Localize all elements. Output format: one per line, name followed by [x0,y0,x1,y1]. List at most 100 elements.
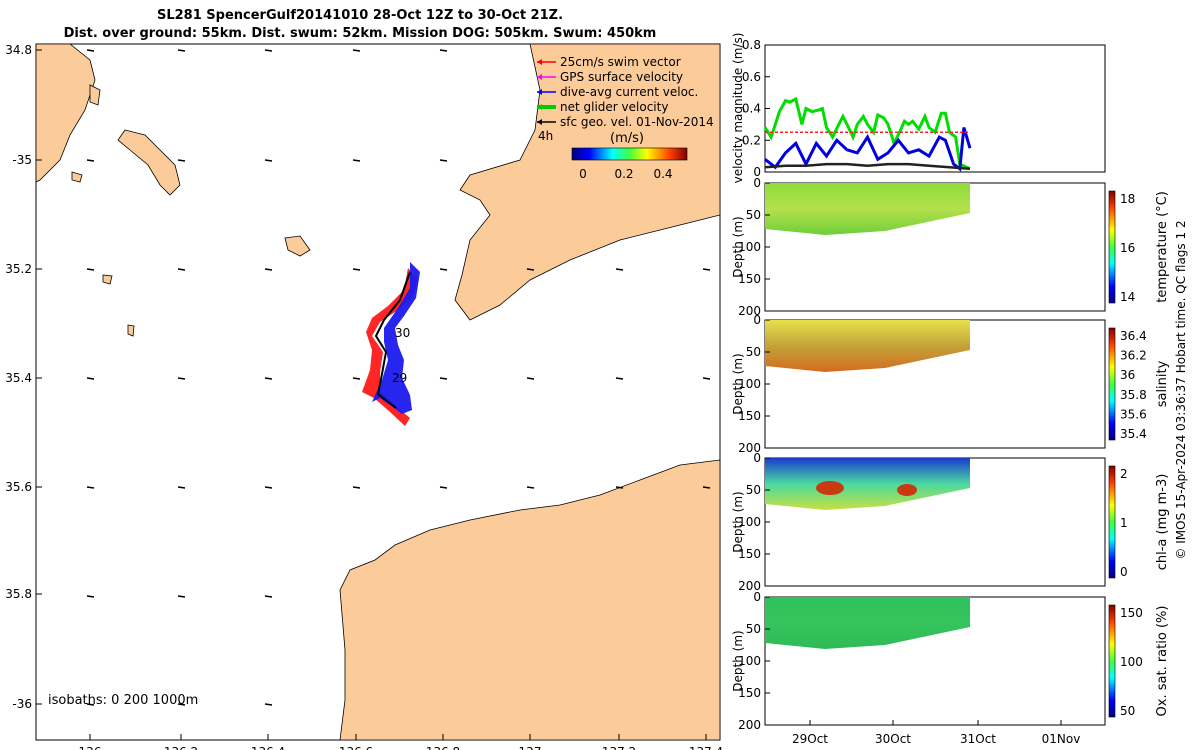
depth-tick: 200 [738,304,761,318]
velocity-ytick: 0.2 [742,133,761,147]
time-tick-label: 01Nov [1042,732,1081,746]
depth-tick: 200 [738,579,761,593]
geo-arrow [702,268,711,271]
geo-arrow [439,486,448,489]
map-ytick-label: 35.4 [5,371,32,385]
geo-arrow [439,377,448,380]
colorbar-label: salinity [1155,360,1170,407]
colorbar-tick: 35.6 [1120,407,1147,421]
map-axis-ticks: 136 136.2 136.4 136.6 136.8 137 137.2 137.4 34.8… [5,43,723,750]
colorbar-tick: 0 [579,167,587,181]
colorbar-tick: 50 [1120,704,1135,718]
geo-arrow [439,159,448,162]
depth-tick: 50 [746,483,761,497]
colorbar-label: temperature (°C) [1155,191,1170,303]
geo-arrow [526,486,535,489]
day-label-30: 30 [395,326,410,340]
depth-tick: 200 [738,441,761,455]
velocity-series-line [763,96,971,171]
depth-tick: 50 [746,345,761,359]
geo-arrow [352,377,361,380]
depth-tick: 0 [753,176,761,190]
profile-data-section [765,597,970,649]
island [127,324,135,337]
depth-tick: 50 [746,622,761,636]
map-ytick-label: 35.2 [5,262,32,276]
legend-item-label: dive-avg current veloc. [560,85,698,99]
colorbar-tick: 150 [1120,606,1143,620]
profile-colorbar [1108,604,1116,718]
profile-colorbar [1108,190,1116,304]
time-tick-label: 29Oct [792,732,828,746]
geo-arrow [352,49,361,52]
colorbar-label: chl-a (mg m-3) [1155,474,1170,571]
colorbar-tick: 2 [1120,467,1128,481]
geo-arrow [86,268,95,271]
legend-item-label: sfc geo. vel. 01-Nov-2014 [560,115,714,129]
geo-arrow [264,595,273,598]
island [284,235,311,257]
geo-arrow [615,268,624,271]
geo-arrow [86,49,95,52]
colorbar-tick: 35.8 [1120,388,1147,402]
velocity-ytick: 0.8 [742,38,761,52]
geo-arrow [615,486,624,489]
colorbar-tick: 35.4 [1120,427,1147,441]
depth-label: Depth (m) [731,491,745,552]
geo-arrow [439,268,448,271]
map-xtick-label: 136.8 [426,745,460,750]
depth-tick: 0 [753,451,761,465]
geo-arrow [177,486,186,489]
chl-hotspot [816,481,844,495]
geo-arrow [526,268,535,271]
legend-item-label: net glider velocity [560,100,668,114]
day-label-29: 29 [392,371,407,385]
time-tick-label: 30Oct [875,732,911,746]
legend-arrowhead [537,59,542,65]
depth-tick: 150 [738,272,761,286]
colorbar-tick: 0.2 [614,167,633,181]
map-ytick-label: 34.8 [5,43,32,57]
profile-panel: 0 50 100 150 200 Depth (m) 0 1 2 chl-a (mg m-3) [731,451,1170,593]
colorbar-tick: 36 [1120,368,1135,382]
geo-arrow [177,49,186,52]
depth-tick: 50 [746,208,761,222]
colorbar-tick: 0 [1120,565,1128,579]
map-subtitle: Dist. over ground: 55km. Dist. swum: 52k… [63,26,657,41]
time-tick-label: 31Oct [960,732,996,746]
yorke-peninsula [454,44,720,321]
geo-arrow [177,377,186,380]
net-track [374,271,411,409]
map-xtick-label: 136.6 [339,745,373,750]
geo-arrow [86,595,95,598]
map-xtick-label: 137.2 [602,745,636,750]
depth-tick: 100 [738,240,761,254]
geo-arrow [264,268,273,271]
geo-arrow [86,486,95,489]
depth-tick: 0 [753,590,761,604]
eyre-peninsula [36,44,96,183]
glider-track [362,262,420,426]
chl-hotspot [897,484,917,496]
colorbar-tick: 0.4 [653,167,672,181]
geo-arrow [264,486,273,489]
map-xtick-label: 136.4 [251,745,285,750]
profile-data-section [765,458,970,510]
geo-arrow [702,486,711,489]
geo-arrow [86,377,95,380]
profile-colorbar [1108,465,1116,579]
colorbar-tick: 100 [1120,655,1143,669]
geo-arrow [86,703,95,706]
velocity-panel: 0 0.2 0.4 0.6 0.8 velocity magnitude (m/s) [731,33,1106,184]
geo-arrow [439,49,448,52]
velocity-ytick: 0.6 [742,70,761,84]
velocity-ylabel: velocity magnitude (m/s) [731,33,745,184]
geo-arrow [264,49,273,52]
depth-tick: 0 [753,313,761,327]
map-xtick-label: 137 [519,745,542,750]
legend-item-label: 25cm/s swim vector [560,55,681,69]
map-ytick-label: -36 [12,697,32,711]
